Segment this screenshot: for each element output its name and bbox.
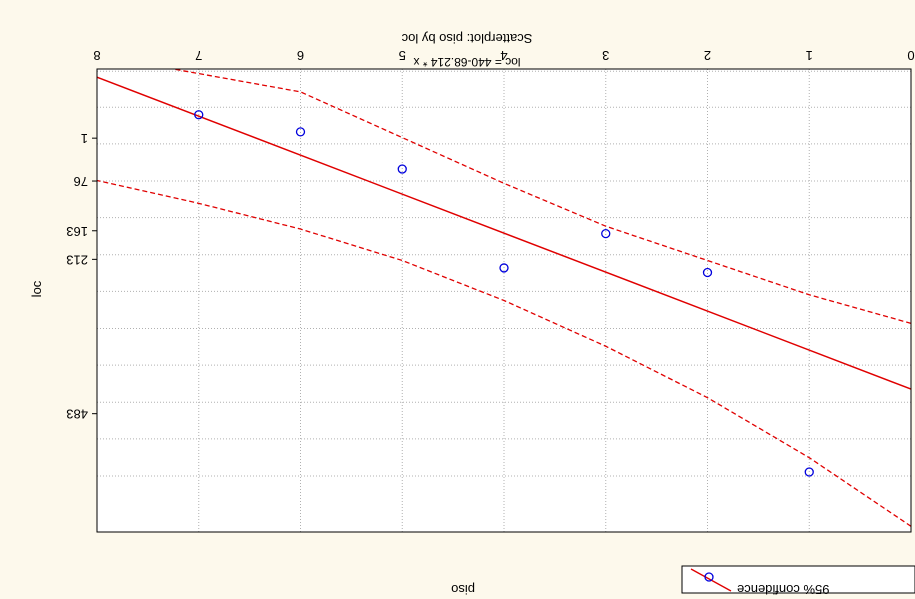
y-tick-label: 163 <box>66 224 88 239</box>
data-point <box>702 267 713 278</box>
legend-label: 95% confidence <box>737 582 830 597</box>
data-point <box>804 467 814 477</box>
data-point <box>601 228 611 239</box>
data-points <box>194 110 814 477</box>
confidence-band-lower <box>173 68 912 324</box>
upper-confidence-curve <box>96 179 912 527</box>
chart-subtitle: loc = 440-68.214 * x <box>413 55 520 69</box>
x-tick-label: 4 <box>500 48 507 63</box>
x-tick-label: 3 <box>602 48 609 63</box>
lower-confidence-curve <box>173 68 912 324</box>
x-tick-label: 6 <box>297 48 304 63</box>
data-point <box>397 164 407 174</box>
chart-title: Scatterplot: piso by loc <box>401 31 532 46</box>
legend: 95% confidence <box>681 565 915 597</box>
legend-box <box>681 565 915 594</box>
y-tick-label: 483 <box>66 407 88 422</box>
x-tick-label: 7 <box>195 48 202 63</box>
x-axis-label: piso <box>451 582 475 597</box>
x-tick-label: 8 <box>93 48 100 63</box>
x-tick-label: 5 <box>399 48 406 63</box>
y-tick-labels: 1 76 163 213 483 <box>66 131 97 422</box>
x-tick-labels: 0 1 2 3 4 5 6 7 8 <box>93 48 914 63</box>
y-axis-label: loc <box>29 280 44 297</box>
x-tick-label: 1 <box>806 48 813 63</box>
y-tick-label: 213 <box>66 252 88 267</box>
data-point <box>499 263 509 273</box>
regression-line <box>96 76 912 390</box>
y-tick-label: 76 <box>74 174 88 189</box>
legend-marker <box>704 572 714 582</box>
y-tick-label: 1 <box>81 131 88 146</box>
confidence-band-upper <box>96 179 912 527</box>
data-point <box>194 110 204 120</box>
x-tick-label: 2 <box>704 48 711 63</box>
plot-frame <box>96 68 912 533</box>
data-point <box>295 127 306 137</box>
grid-lines <box>96 69 912 532</box>
x-tick-label: 0 <box>907 48 914 63</box>
